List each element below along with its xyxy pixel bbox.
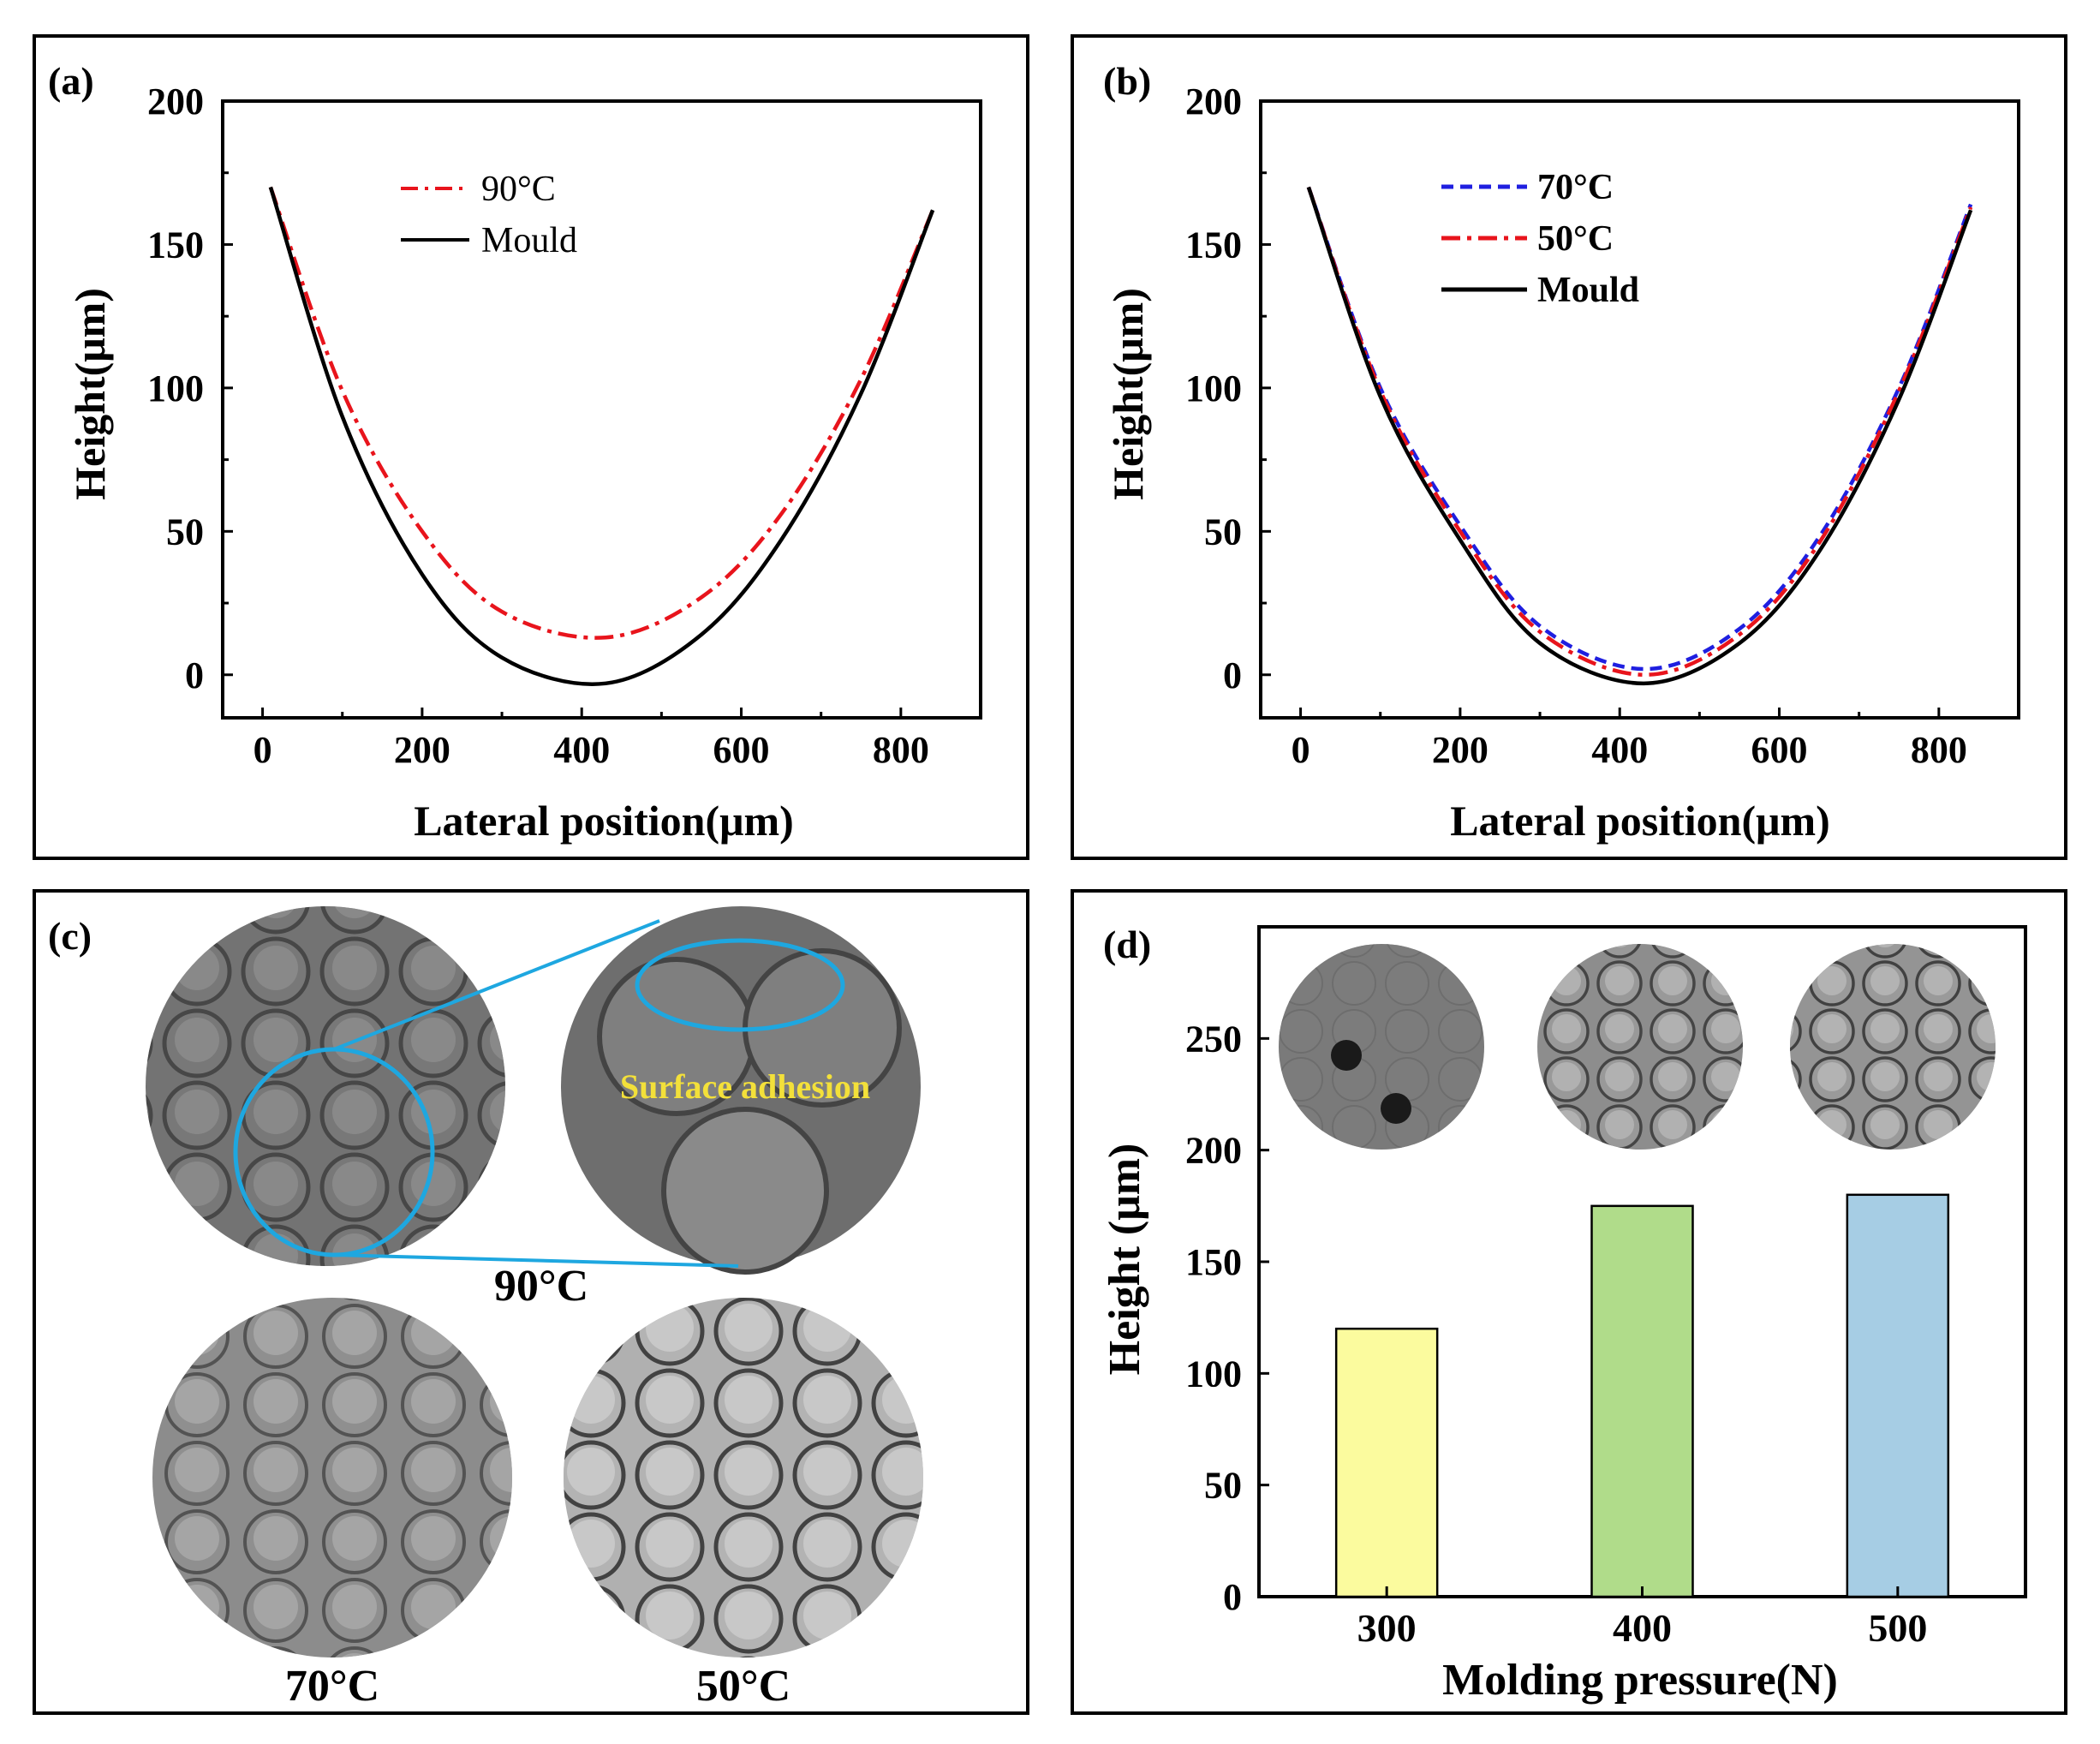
zoom-connector-bottom [333,1253,739,1268]
panel-b: (b) 0 200 400 600 800 0 50 100 150 200 Lateral p… [1071,34,2067,860]
panel-b-label: (b) [1103,59,1151,103]
panel-a-y-axis-label: Height(μm) [66,288,114,500]
panel-b-x-ticks: 0 200 400 600 800 [1292,708,2020,771]
panel-d: (d) 0 50 100 150 200 250 300 400 500 Molding pr… [1071,889,2067,1715]
panel-d-bars [1334,1193,1950,1598]
panel-d-y-axis-label: Height (μm) [1101,1144,1149,1376]
micrograph-500n [1790,944,1996,1150]
y-tick-label: 100 [1185,1353,1242,1395]
micrograph-90c-zoom [561,906,921,1275]
x-tick-label: 800 [1911,729,1967,771]
micrograph-300n [1279,944,1484,1150]
panel-d-x-ticks: 300 400 500 [1357,1586,1927,1650]
panel-d-frame [1071,889,2067,1715]
panel-d-y-ticks: 0 50 100 150 200 250 [1185,1018,1269,1618]
caption-90c: 90°C [494,1262,588,1311]
panel-a: (a) 0 200 400 600 800 0 50 100 150 200 Lateral p… [33,34,1029,860]
legend-label-mould: Mould [481,221,577,260]
y-tick-label: 150 [1185,1241,1242,1283]
panel-a-legend: 90°C Mould [401,170,577,260]
micrograph-70c [152,1298,512,1657]
y-tick-label: 200 [147,81,204,122]
x-tick-label: 0 [254,729,272,771]
y-tick-label: 50 [1204,1465,1242,1507]
panel-a-series [268,186,935,686]
x-tick-label: 400 [553,729,610,771]
x-tick-label: 200 [394,729,450,771]
panel-a-y-ticks: 0 50 100 150 200 [147,81,233,696]
panel-a-x-ticks: 0 200 400 600 800 [254,708,982,771]
legend-label-mould: Mould [1537,271,1639,310]
y-tick-label: 0 [1223,1576,1242,1618]
micrograph-400n [1537,944,1743,1150]
series-line-mould [1306,186,1973,686]
bar-400 [1590,1204,1694,1598]
panel-b-y-ticks: 0 50 100 150 200 [1185,81,1271,696]
micrograph-90c [146,906,505,1266]
y-tick-label: 0 [1223,654,1242,696]
panel-d-x-axis-label: Molding pressure(N) [1442,1656,1838,1705]
y-tick-label: 50 [166,511,204,552]
panel-a-frame [33,34,1029,860]
y-tick-label: 100 [1185,367,1242,409]
panel-b-frame [1071,34,2067,860]
panel-c: (c) Surface adhesion 90°C 70°C 50 [33,889,1029,1715]
y-tick-label: 200 [1185,81,1242,122]
y-tick-label: 250 [1185,1018,1242,1060]
surface-adhesion-annotation: Surface adhesion [620,1067,870,1106]
series-line-mould [268,186,935,686]
legend-label-50c: 50°C [1537,219,1614,259]
x-tick-label: 600 [1751,729,1808,771]
y-tick-label: 0 [185,654,204,696]
series-line-90c [268,186,935,640]
bar-500 [1846,1193,1950,1598]
x-tick-label: 400 [1591,729,1648,771]
caption-50c: 50°C [696,1662,790,1711]
legend-label-70c: 70°C [1537,168,1614,207]
series-line-70c [1306,186,1973,672]
panel-d-label: (d) [1103,923,1151,966]
zoom-connector-top [333,919,660,1051]
series-line-50c [1306,186,1973,678]
x-tick-label: 500 [1868,1606,1927,1650]
panel-b-plot-area [1259,99,2020,720]
adhesion-ellipse [635,938,845,1032]
panel-b-x-axis-label: Lateral position(μm) [1450,797,1830,845]
zoom-highlight [233,919,845,1268]
y-tick-label: 150 [147,224,204,266]
y-tick-label: 100 [147,367,204,409]
y-tick-label: 50 [1204,511,1242,552]
caption-70c: 70°C [285,1662,379,1711]
panel-a-plot-area [221,99,982,720]
panel-b-y-axis-label: Height(μm) [1104,288,1152,500]
x-tick-label: 0 [1292,729,1310,771]
bar-300 [1334,1327,1439,1598]
panel-c-label: (c) [48,914,92,958]
panel-c-frame [33,889,1029,1715]
panel-b-legend: 70°C 50°C Mould [1441,168,1639,310]
panel-b-series [1306,186,1973,686]
legend-label-90c: 90°C [481,170,556,209]
panel-a-label: (a) [48,59,94,103]
x-tick-label: 200 [1432,729,1488,771]
x-tick-label: 300 [1357,1606,1417,1650]
panel-a-x-axis-label: Lateral position(μm) [414,797,794,845]
x-tick-label: 800 [873,729,929,771]
x-tick-label: 400 [1613,1606,1672,1650]
x-tick-label: 600 [713,729,770,771]
y-tick-label: 150 [1185,224,1242,266]
micrograph-50c [564,1298,923,1657]
y-tick-label: 200 [1185,1130,1242,1172]
